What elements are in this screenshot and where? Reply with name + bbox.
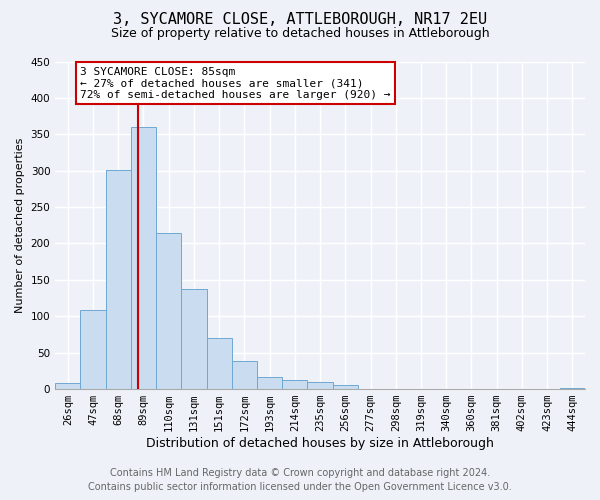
Bar — [106, 170, 131, 389]
Y-axis label: Number of detached properties: Number of detached properties — [15, 138, 25, 313]
Text: 3, SYCAMORE CLOSE, ATTLEBOROUGH, NR17 2EU: 3, SYCAMORE CLOSE, ATTLEBOROUGH, NR17 2E… — [113, 12, 487, 28]
Bar — [80, 310, 106, 389]
Bar — [181, 290, 206, 389]
Bar — [257, 378, 282, 389]
Bar — [55, 382, 80, 389]
Text: Contains HM Land Registry data © Crown copyright and database right 2024.
Contai: Contains HM Land Registry data © Crown c… — [88, 468, 512, 492]
Text: 3 SYCAMORE CLOSE: 85sqm
← 27% of detached houses are smaller (341)
72% of semi-d: 3 SYCAMORE CLOSE: 85sqm ← 27% of detache… — [80, 66, 391, 100]
Text: Size of property relative to detached houses in Attleborough: Size of property relative to detached ho… — [110, 28, 490, 40]
Bar — [560, 388, 585, 389]
Bar — [206, 338, 232, 389]
Bar — [307, 382, 332, 389]
Bar — [282, 380, 307, 389]
Bar — [332, 384, 358, 389]
Bar — [232, 360, 257, 389]
Bar — [156, 234, 181, 389]
Bar — [131, 127, 156, 389]
X-axis label: Distribution of detached houses by size in Attleborough: Distribution of detached houses by size … — [146, 437, 494, 450]
